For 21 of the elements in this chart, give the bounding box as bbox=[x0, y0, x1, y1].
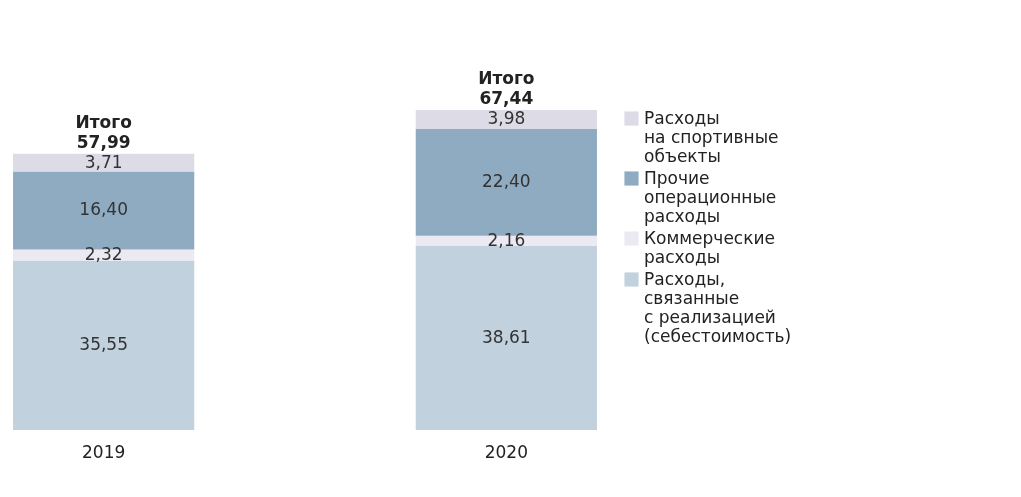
x-tick-label: 2020 bbox=[484, 441, 528, 462]
total-label: Итого 67,44 bbox=[478, 68, 535, 108]
data-label: 35,55 bbox=[79, 334, 128, 355]
bar bbox=[415, 110, 597, 129]
legend-label: Прочие операционные расходы bbox=[644, 167, 777, 226]
data-label: 2,16 bbox=[487, 229, 526, 250]
total-label: Итого 57,99 bbox=[75, 111, 132, 152]
data-label: 38,61 bbox=[482, 327, 531, 347]
data-label: 2,32 bbox=[84, 244, 123, 265]
bar bbox=[415, 246, 597, 430]
data-label: 3,71 bbox=[84, 151, 123, 172]
data-label: 22,40 bbox=[482, 171, 531, 192]
legend-label: Расходы на спортивные объекты bbox=[644, 107, 779, 166]
bar bbox=[13, 153, 195, 172]
data-label: 3,98 bbox=[487, 108, 526, 129]
legend-label: Расходы, связанные с реализацией (себестоимость) bbox=[644, 268, 792, 346]
bar bbox=[13, 249, 195, 261]
bar bbox=[13, 260, 195, 430]
legend-label: Коммерческие расходы bbox=[644, 227, 775, 267]
x-tick-label: 2019 bbox=[82, 441, 126, 462]
data-label: 16,40 bbox=[79, 199, 128, 220]
